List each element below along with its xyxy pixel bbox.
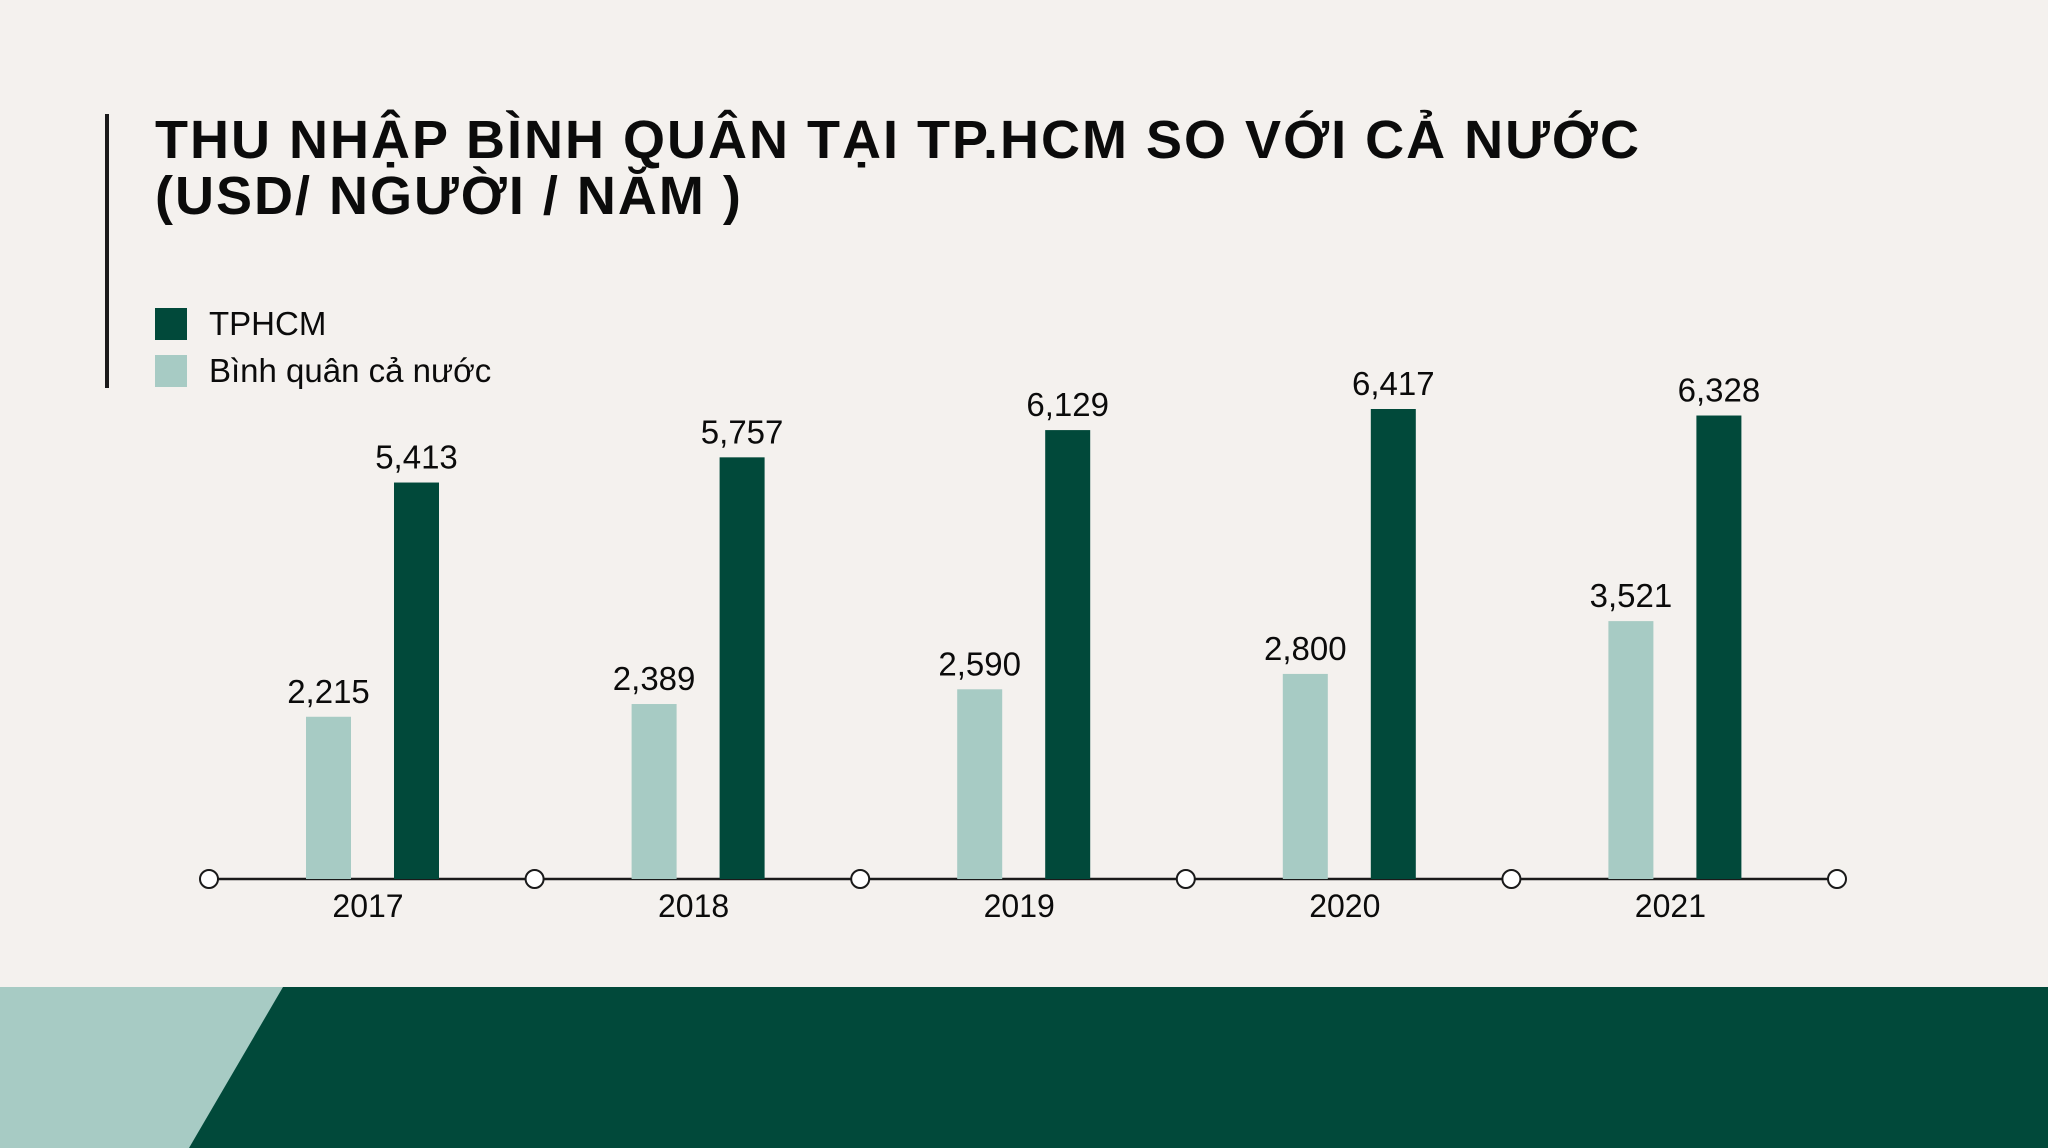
bar-tphcm-2019 xyxy=(1045,430,1091,879)
data-label: 6,328 xyxy=(1678,372,1761,409)
data-label: 3,521 xyxy=(1590,577,1673,614)
x-tick-label: 2017 xyxy=(332,888,403,924)
legend-label: Bình quân cả nước xyxy=(209,351,492,389)
axis-tick-marker xyxy=(850,869,871,889)
legend-item-national: Bình quân cả nước xyxy=(155,347,491,394)
axis-tick-marker xyxy=(1175,869,1196,889)
x-tick-label: 2018 xyxy=(658,888,729,924)
title-accent-line xyxy=(105,114,109,388)
x-tick-label: 2021 xyxy=(1635,888,1706,924)
bar-national-2017 xyxy=(306,716,351,879)
bar-national-2020 xyxy=(1282,673,1328,879)
title-line-2: (USD/ NGƯỜI / NĂM ) xyxy=(155,166,743,226)
bar-tphcm-2018 xyxy=(719,457,765,879)
axis-tick-marker xyxy=(199,869,219,889)
bar-tphcm-2020 xyxy=(1370,409,1416,879)
data-label: 6,129 xyxy=(1026,386,1109,423)
bar-tphcm-2017 xyxy=(394,482,439,879)
bar-national-2019 xyxy=(957,689,1003,879)
legend-swatch-national xyxy=(155,354,187,387)
legend-label: TPHCM xyxy=(209,304,327,342)
x-tick-label: 2019 xyxy=(984,888,1055,924)
footer-dark xyxy=(0,987,2048,1148)
legend: TPHCM Bình quân cả nước xyxy=(155,300,491,394)
bar-tphcm-2021 xyxy=(1696,415,1742,879)
x-tick-label: 2020 xyxy=(1309,888,1380,924)
axis-tick-marker xyxy=(1827,869,1847,889)
data-label: 5,757 xyxy=(701,413,784,450)
footer-light-wedge xyxy=(0,987,283,1148)
footer-band xyxy=(0,987,2048,1148)
data-label: 2,800 xyxy=(1264,630,1347,667)
title-line-1: THU NHẬP BÌNH QUÂN TẠI TP.HCM SO VỚI CẢ … xyxy=(155,110,1641,170)
bar-national-2021 xyxy=(1608,621,1654,879)
data-label: 6,417 xyxy=(1352,365,1435,402)
bar-national-2018 xyxy=(631,704,677,879)
data-label: 2,389 xyxy=(613,660,696,697)
data-label: 2,215 xyxy=(287,673,370,710)
legend-item-tphcm: TPHCM xyxy=(155,300,491,347)
data-label: 5,413 xyxy=(375,439,458,476)
data-label: 2,590 xyxy=(938,645,1021,682)
legend-swatch-tphcm xyxy=(155,307,187,340)
axis-tick-marker xyxy=(524,869,545,889)
axis-tick-marker xyxy=(1501,869,1522,889)
chart-title: THU NHẬP BÌNH QUÂN TẠI TP.HCM SO VỚI CẢ … xyxy=(155,112,1641,224)
